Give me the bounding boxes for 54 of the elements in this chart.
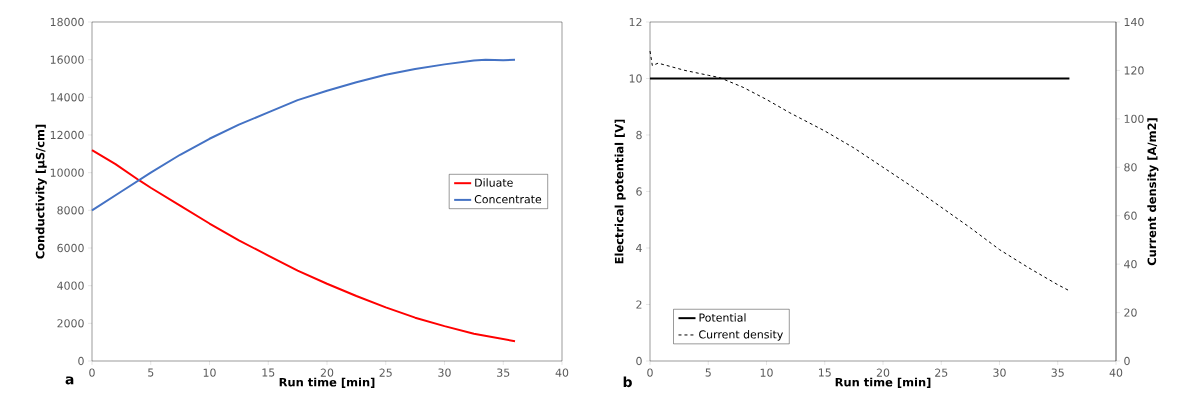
y-tick-label: 8000 [57, 206, 84, 215]
y-tick-label: 14000 [50, 93, 84, 102]
legend-label: Potential [699, 313, 746, 322]
y2-tick-label: 100 [1124, 114, 1144, 123]
y2-tick-label: 0 [1124, 356, 1130, 366]
x-tick-label: 10 [203, 368, 216, 377]
text: a [65, 376, 74, 385]
y-axis-title: Conductivity [µS/cm] [35, 124, 47, 259]
x-axis-title: Run time [min] [835, 377, 931, 388]
x-tick-label: 20 [320, 368, 334, 377]
y2-tick-label: 60 [1124, 211, 1137, 220]
y2-tick-label: 80 [1124, 163, 1137, 172]
x-tick-label: 5 [148, 368, 154, 377]
y2-tick-label: 140 [1124, 17, 1144, 27]
y-tick-label: 8 [636, 130, 642, 140]
legend-label: Current density [699, 330, 783, 341]
y-tick-label: 18000 [50, 17, 84, 27]
y-tick-label: 6 [636, 187, 642, 196]
y2-axis-title: Current density [A/m2] [1147, 118, 1159, 266]
y-tick-label: 12 [629, 17, 642, 27]
y-tick-label: 10 [629, 74, 642, 83]
y-tick-label: 4 [636, 244, 642, 252]
x-tick-label: 10 [760, 368, 773, 377]
y2-tick-label: 120 [1124, 66, 1144, 75]
x-tick-label: 35 [497, 368, 510, 377]
x-tick-label: 15 [818, 368, 831, 377]
x-tick-label: 0 [89, 368, 95, 377]
x-axis-title: Run time [min] [279, 377, 375, 388]
x-tick-label: 30 [993, 368, 1006, 377]
x-tick-label: 20 [876, 368, 890, 377]
y2-tick-label: 20 [1124, 308, 1137, 317]
y-tick-label: 10000 [50, 168, 84, 177]
y-tick-label: 16000 [50, 55, 84, 64]
x-tick-label: 25 [379, 368, 392, 377]
y-axis-title: Electrical potential [V] [614, 119, 626, 264]
y-tick-label: 0 [78, 356, 84, 366]
text: b [623, 376, 632, 388]
y-tick-label: 0 [636, 356, 642, 366]
y2-tick-label: 40 [1124, 260, 1137, 269]
x-tick-label: 5 [705, 368, 711, 377]
x-tick-label: 40 [1109, 368, 1123, 377]
legend-label: Concentrate [474, 195, 542, 204]
x-tick-label: 30 [438, 368, 451, 377]
legend-label: Diluate [475, 178, 513, 187]
y-tick-label: 4000 [57, 281, 84, 290]
x-tick-label: 25 [935, 368, 948, 377]
y-tick-label: 2000 [57, 319, 84, 328]
x-tick-label: 0 [647, 368, 653, 377]
y-tick-label: 2 [636, 300, 642, 309]
x-tick-label: 40 [555, 368, 569, 377]
x-tick-label: 35 [1051, 368, 1064, 377]
x-tick-label: 15 [262, 368, 275, 377]
y-tick-label: 6000 [57, 243, 84, 253]
y-tick-label: 12000 [50, 130, 84, 140]
